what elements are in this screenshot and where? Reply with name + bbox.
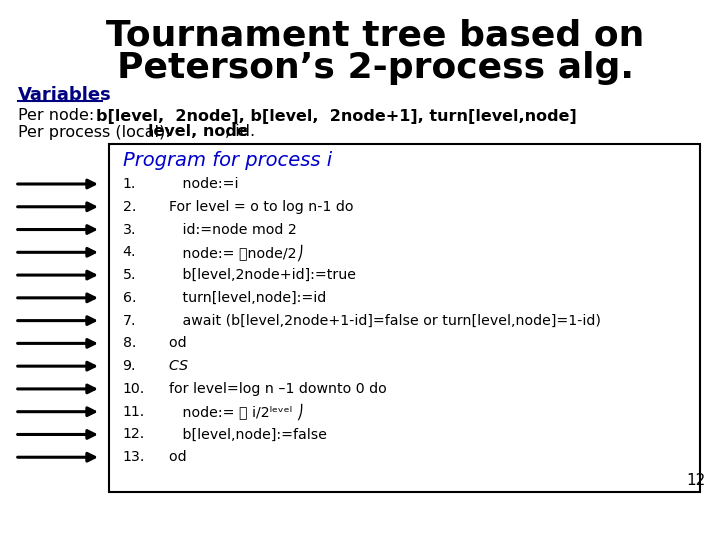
Text: 6.: 6. — [122, 291, 136, 305]
Text: CS: CS — [160, 359, 188, 373]
Text: Peterson’s 2-process alg.: Peterson’s 2-process alg. — [117, 51, 634, 85]
Text: b[level,node]:=false: b[level,node]:=false — [160, 428, 327, 442]
Bar — [109, 144, 700, 492]
Text: id:=node mod 2: id:=node mod 2 — [160, 222, 297, 237]
Text: Tournament tree based on: Tournament tree based on — [107, 18, 644, 52]
Text: 12: 12 — [686, 473, 706, 488]
Text: 5.: 5. — [122, 268, 136, 282]
Text: 12.: 12. — [122, 428, 145, 442]
Text: od: od — [160, 336, 186, 350]
Text: Variables: Variables — [18, 86, 112, 104]
Text: turn[level,node]:=id: turn[level,node]:=id — [160, 291, 326, 305]
Text: , id.: , id. — [225, 125, 256, 139]
Text: node:=i: node:=i — [160, 177, 238, 191]
Text: Program for process i: Program for process i — [122, 152, 332, 171]
Text: 9.: 9. — [122, 359, 136, 373]
Text: level, node: level, node — [148, 125, 248, 139]
Text: node:= ⎿ i/2ˡᵉᵛᵉˡ ⎠: node:= ⎿ i/2ˡᵉᵛᵉˡ ⎠ — [160, 403, 304, 420]
Text: Per node:: Per node: — [18, 109, 99, 124]
Text: 11.: 11. — [122, 404, 145, 418]
Text: 2.: 2. — [122, 200, 136, 214]
Text: 7.: 7. — [122, 314, 136, 328]
Text: b[level,  2node], b[level,  2node+1], turn[level,node]: b[level, 2node], b[level, 2node+1], turn… — [96, 109, 577, 124]
Text: For level = o to log n-1 do: For level = o to log n-1 do — [160, 200, 354, 214]
Text: 10.: 10. — [122, 382, 145, 396]
Text: 8.: 8. — [122, 336, 136, 350]
Text: 4.: 4. — [122, 245, 136, 259]
Text: od: od — [160, 450, 186, 464]
Text: 13.: 13. — [122, 450, 145, 464]
Text: await (b[level,2node+1-id]=false or turn[level,node]=1-id): await (b[level,2node+1-id]=false or turn… — [160, 314, 601, 328]
Text: for level=log n –1 downto 0 do: for level=log n –1 downto 0 do — [160, 382, 387, 396]
Text: 1.: 1. — [122, 177, 136, 191]
Text: 3.: 3. — [122, 222, 136, 237]
Text: b[level,2node+id]:=true: b[level,2node+id]:=true — [160, 268, 356, 282]
Text: node:= ⎿node/2⎠: node:= ⎿node/2⎠ — [160, 244, 304, 261]
Text: Per process (local):: Per process (local): — [18, 125, 176, 139]
